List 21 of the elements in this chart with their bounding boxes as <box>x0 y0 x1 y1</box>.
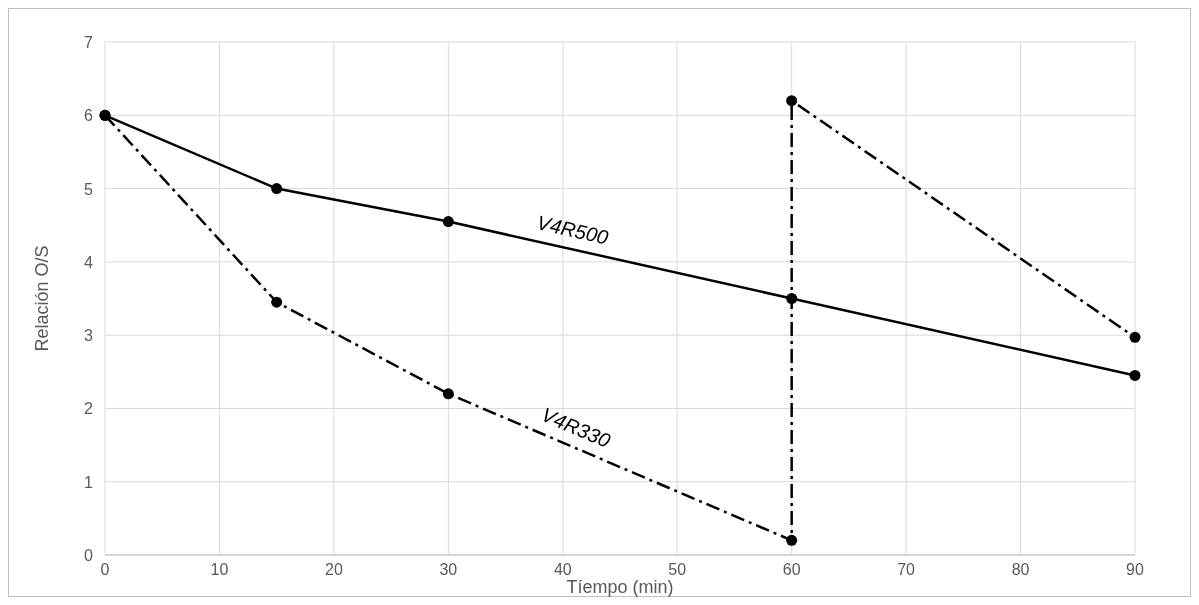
x-tick-label: 80 <box>1011 561 1030 578</box>
x-tick-label: 60 <box>782 561 801 578</box>
x-tick-label: 90 <box>1126 561 1144 578</box>
x-axis-title: Tíempo (min) <box>566 577 674 597</box>
y-tick-label: 3 <box>84 327 94 345</box>
x-tick-label: 50 <box>668 561 687 578</box>
y-tick-label: 2 <box>84 400 94 418</box>
y-tick-label: 7 <box>84 34 94 51</box>
y-tick-label: 5 <box>84 180 94 198</box>
y-tick-label: 6 <box>84 107 94 125</box>
x-tick-label: 40 <box>553 561 572 578</box>
x-tick-label: 30 <box>439 561 458 578</box>
x-tick-label: 70 <box>897 561 916 578</box>
y-tick-label: 4 <box>84 253 94 271</box>
x-tick-label: 0 <box>100 561 110 578</box>
y-tick-label: 1 <box>84 473 94 491</box>
y-axis-title: Relación O/S <box>32 245 52 352</box>
x-tick-label: 10 <box>210 561 229 578</box>
y-tick-label: 0 <box>84 547 94 564</box>
x-tick-label: 20 <box>324 561 343 578</box>
text: V4R500 <box>534 211 611 249</box>
